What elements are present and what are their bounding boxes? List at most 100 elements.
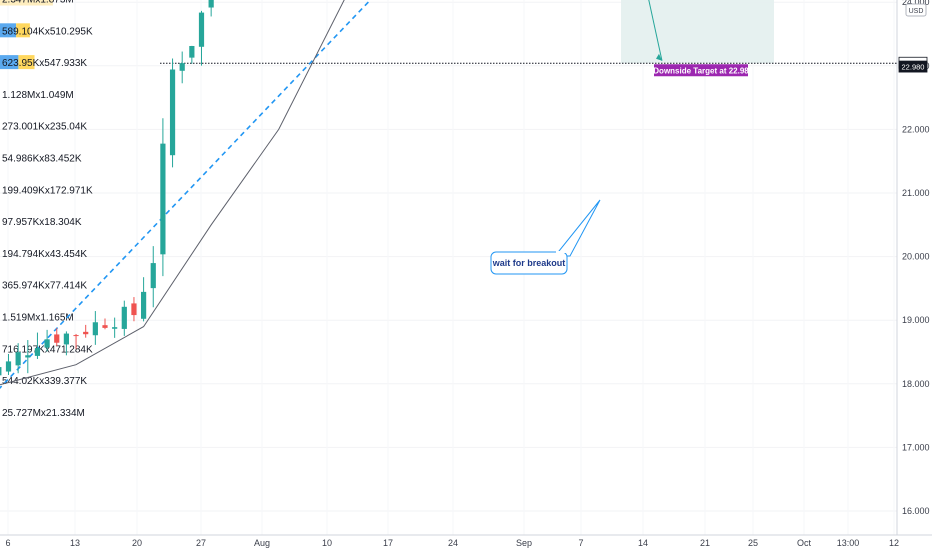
time-tick-label: Oct <box>797 538 812 548</box>
volume-profile-label: 2.347Mx1.873M <box>2 0 74 6</box>
price-tick-label: 18.000 <box>902 379 930 389</box>
time-tick-label: 13:00 <box>837 538 860 548</box>
currency-badge[interactable] <box>905 3 927 17</box>
candle <box>83 324 89 338</box>
candle-body <box>179 63 185 71</box>
time-tick-label: Sep <box>516 538 532 548</box>
candle <box>141 277 147 322</box>
candle <box>0 367 2 376</box>
candle <box>102 318 108 330</box>
candle <box>121 300 127 336</box>
volume-bar-sell <box>16 23 30 38</box>
volume-profile-label: 1.128Mx1.049M <box>2 90 74 101</box>
volume-profile-label: 1.519Mx1.165M <box>2 313 74 324</box>
candle <box>15 343 21 374</box>
price-tag-text: 22.980 <box>902 63 925 72</box>
callout-box <box>490 251 568 275</box>
price-tick-label: 21.000 <box>902 188 930 198</box>
time-tick-label: 17 <box>383 538 393 548</box>
candle <box>131 297 137 322</box>
candle <box>112 317 118 338</box>
candle-body <box>92 322 98 336</box>
price-tag: 22.980 <box>898 60 928 73</box>
candle-body <box>169 69 176 156</box>
volume-profile-label: 194.794Kx43.454K <box>2 249 87 260</box>
currency-label: USD <box>909 8 924 15</box>
candle-body <box>198 12 205 47</box>
candle <box>169 58 176 168</box>
candle <box>179 51 185 84</box>
target-label-box <box>654 64 748 77</box>
price-tick-label: 20.000 <box>902 252 930 262</box>
candle <box>63 331 69 356</box>
candle <box>189 45 195 64</box>
volume-profile-label: 544.02Kx339.377K <box>2 376 87 387</box>
volume-profile-label: 97.957Kx18.304K <box>2 217 82 228</box>
candle-body <box>83 331 89 335</box>
volume-bar-sell <box>18 55 35 70</box>
volume-profile-label: 25.727Mx21.334M <box>2 408 85 419</box>
time-tick-label: Aug <box>254 538 270 548</box>
candle <box>150 246 156 308</box>
price-tick-label: 22.000 <box>902 124 930 134</box>
candle-body <box>5 361 12 372</box>
price-tick-label: 17.000 <box>902 442 930 452</box>
time-tick-label: 20 <box>132 538 142 548</box>
candle-body <box>0 367 2 376</box>
time-tick-label: 25 <box>748 538 758 548</box>
time-tick-label: 12 <box>889 538 899 548</box>
volume-profile-label: 54.986Kx83.452K <box>2 154 82 165</box>
candle-body <box>150 263 156 289</box>
time-tick-label: 13 <box>70 538 80 548</box>
candle-body <box>121 306 127 329</box>
candle-body <box>208 0 214 8</box>
time-tick-label: 7 <box>578 538 583 548</box>
volume-profile-label: 623.95Kx547.933K <box>2 58 87 69</box>
time-tick-label: 27 <box>196 538 206 548</box>
candle <box>44 329 50 352</box>
projection-arrowhead <box>656 53 662 61</box>
volume-profile-label: 273.001Kx235.04K <box>2 122 87 133</box>
candle <box>25 340 31 374</box>
candle <box>54 328 60 346</box>
volume-profile-label: 365.974Kx77.414K <box>2 281 87 292</box>
candle-body <box>131 303 137 316</box>
take-profit-zone <box>621 0 774 64</box>
price-tick-label: 19.000 <box>902 315 930 325</box>
time-tick-label: 6 <box>5 538 10 548</box>
time-axis[interactable]: 6 13 20 27 Aug 10 17 24 Sep 7 14 21 25 Oct 13:00 12 <box>0 534 932 548</box>
candle-body <box>34 348 41 356</box>
volume-profile: 45.804Kx52.117K460.617Kx360.72K944.685Kx… <box>0 0 93 419</box>
callout-text: wait for breakout <box>492 258 566 268</box>
candle <box>34 332 41 359</box>
callout[interactable]: wait for breakout <box>490 199 601 275</box>
volume-profile-label: 589.104Kx510.295K <box>2 26 93 37</box>
volume-bar-sell <box>0 0 53 6</box>
candle <box>160 118 166 277</box>
time-tick-label: 14 <box>638 538 648 548</box>
candle-body <box>73 335 79 337</box>
candle-body <box>102 325 108 328</box>
price-tags: 27.86526.34403:15:4325.99425.95523.04022… <box>898 56 928 73</box>
candle <box>208 0 214 17</box>
candle-body <box>54 334 60 343</box>
price-tick-label: 16.000 <box>902 506 930 516</box>
candle-body <box>25 355 31 358</box>
candle-body <box>112 327 118 329</box>
candle-body <box>160 143 166 255</box>
candle <box>5 354 12 376</box>
candle <box>198 10 205 66</box>
projection-arrow <box>648 0 663 61</box>
candle <box>92 311 98 345</box>
volume-profile-label: 199.409Kx172.971K <box>2 185 93 196</box>
candle-body <box>15 352 21 366</box>
time-tick-label: 24 <box>448 538 458 548</box>
moving-average-line <box>0 0 345 386</box>
volume-bar-buy <box>0 55 19 70</box>
candle-body <box>44 339 50 348</box>
candle-body <box>63 333 69 345</box>
candle-body <box>141 291 147 319</box>
position-zones <box>621 0 774 64</box>
